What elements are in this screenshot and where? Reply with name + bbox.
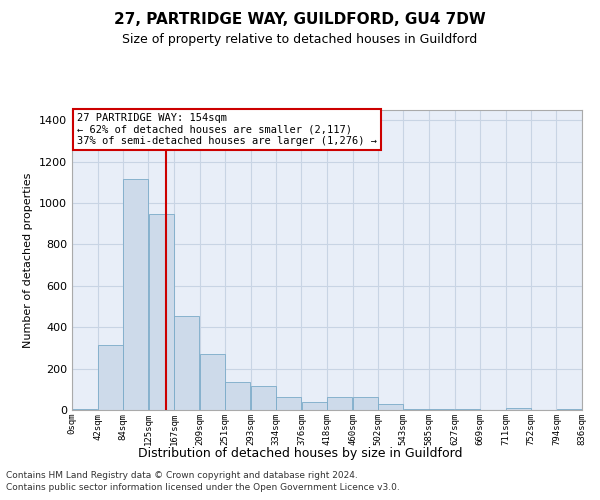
Text: Distribution of detached houses by size in Guildford: Distribution of detached houses by size …: [138, 448, 462, 460]
Bar: [455, 409, 480, 410]
Bar: [226, 382, 250, 410]
Bar: [149, 214, 173, 410]
Y-axis label: Number of detached properties: Number of detached properties: [23, 172, 34, 348]
Bar: [379, 404, 403, 410]
Text: Contains public sector information licensed under the Open Government Licence v3: Contains public sector information licen…: [6, 483, 400, 492]
Bar: [124, 180, 148, 410]
Bar: [72, 409, 97, 410]
Bar: [353, 396, 378, 410]
Bar: [276, 396, 301, 410]
Bar: [98, 345, 123, 410]
Bar: [506, 408, 530, 410]
Bar: [404, 409, 428, 410]
Bar: [200, 354, 225, 410]
Bar: [557, 409, 582, 410]
Bar: [327, 396, 352, 410]
Text: Contains HM Land Registry data © Crown copyright and database right 2024.: Contains HM Land Registry data © Crown c…: [6, 470, 358, 480]
Text: Size of property relative to detached houses in Guildford: Size of property relative to detached ho…: [122, 32, 478, 46]
Bar: [174, 316, 199, 410]
Text: 27, PARTRIDGE WAY, GUILDFORD, GU4 7DW: 27, PARTRIDGE WAY, GUILDFORD, GU4 7DW: [114, 12, 486, 28]
Bar: [302, 402, 327, 410]
Text: 27 PARTRIDGE WAY: 154sqm
← 62% of detached houses are smaller (2,117)
37% of sem: 27 PARTRIDGE WAY: 154sqm ← 62% of detach…: [77, 113, 377, 146]
Bar: [251, 386, 275, 410]
Bar: [429, 409, 454, 410]
